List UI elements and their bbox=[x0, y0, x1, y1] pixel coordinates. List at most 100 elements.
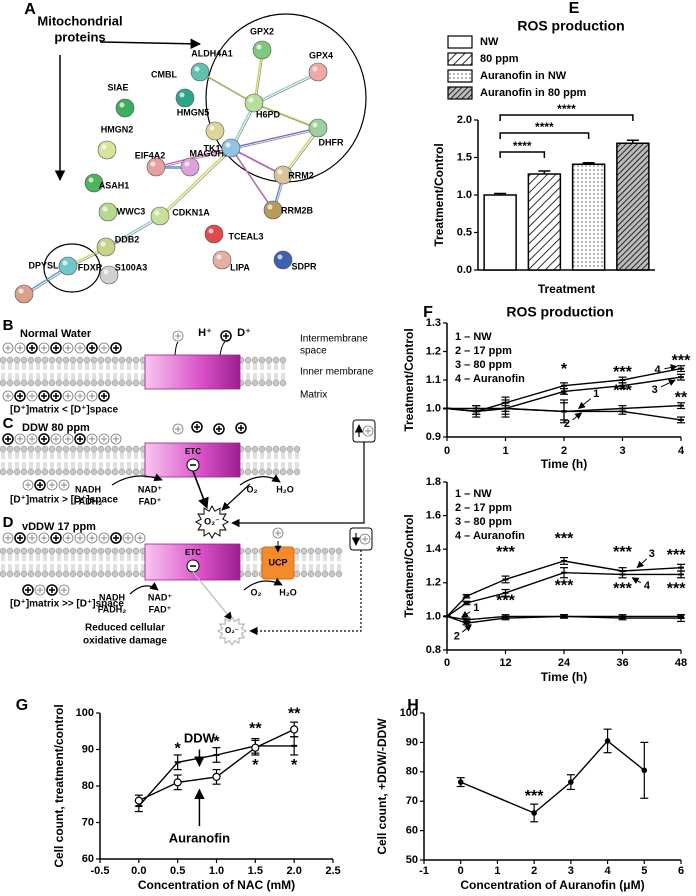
lipid-head bbox=[328, 570, 336, 578]
node-label: DPYSL4 bbox=[28, 260, 63, 270]
label: H₂O bbox=[276, 484, 294, 494]
node-highlight bbox=[208, 228, 214, 234]
network-node bbox=[115, 98, 135, 118]
lipid-head bbox=[48, 570, 56, 578]
lipid-head bbox=[62, 468, 70, 476]
x-axis-label: Time (h) bbox=[541, 457, 587, 471]
x-tick-label: 0.5 bbox=[170, 865, 185, 877]
lipid-head bbox=[132, 547, 140, 555]
lipid-head bbox=[76, 445, 84, 453]
node-highlight bbox=[102, 206, 108, 212]
network-edge bbox=[255, 104, 320, 130]
lipid-head bbox=[97, 547, 105, 555]
lipid-head bbox=[48, 547, 56, 555]
significance-label: *** bbox=[613, 544, 632, 561]
label: FADH₂ bbox=[98, 604, 127, 614]
arrow bbox=[664, 364, 678, 371]
y-tick-label: 0.8 bbox=[426, 644, 441, 656]
lipid-head bbox=[251, 445, 259, 453]
series-number: 1 bbox=[473, 602, 479, 614]
arrow bbox=[99, 38, 202, 50]
x-tick-label: 24 bbox=[558, 657, 571, 669]
arrow bbox=[221, 483, 251, 511]
lipid-head bbox=[20, 547, 28, 555]
lipid-head bbox=[6, 570, 14, 578]
label: DDW 80 ppm bbox=[22, 422, 90, 434]
lipid-head bbox=[258, 356, 266, 364]
lipid-head bbox=[27, 570, 35, 578]
label: Intermembrane bbox=[300, 334, 368, 345]
lipid-head bbox=[272, 445, 280, 453]
y-tick-label: 0.5 bbox=[457, 226, 472, 238]
lipid-head bbox=[34, 547, 42, 555]
x-tick-label: 0 bbox=[444, 657, 450, 669]
x-tick-label: 12 bbox=[499, 657, 511, 669]
node-label: SDPR bbox=[291, 261, 317, 271]
lipid-head bbox=[69, 356, 77, 364]
y-tick-label: 1.8 bbox=[426, 476, 441, 488]
x-tick-label: 2 bbox=[531, 865, 537, 877]
lipid-head bbox=[83, 445, 91, 453]
lipid-head bbox=[258, 379, 266, 387]
network-edge bbox=[232, 129, 320, 150]
y-axis-label: Treatment/Control bbox=[432, 143, 446, 246]
significance-label: **** bbox=[557, 102, 576, 116]
legend-label: 1 – NW bbox=[455, 488, 492, 500]
lipid-head bbox=[111, 445, 119, 453]
y-axis-label: Treatment/Control bbox=[402, 328, 416, 431]
node-highlight bbox=[312, 66, 318, 72]
lipid-head bbox=[279, 445, 287, 453]
node-label: CMBL bbox=[151, 69, 177, 79]
lipid-head bbox=[104, 379, 112, 387]
label: O₂⁻ bbox=[204, 516, 220, 526]
lipid-head bbox=[293, 570, 301, 578]
lipid-head bbox=[132, 356, 140, 364]
arrow bbox=[231, 442, 365, 528]
label: [D⁺]matrix < [D⁺]space bbox=[10, 405, 119, 416]
marker bbox=[290, 725, 299, 734]
node-highlight bbox=[225, 142, 231, 148]
arrow bbox=[192, 571, 233, 621]
node-highlight bbox=[101, 144, 107, 150]
node-label: RRM2 bbox=[288, 170, 314, 180]
label: NAD⁺ bbox=[148, 592, 172, 602]
significance-label: * bbox=[291, 757, 298, 774]
network-edge bbox=[255, 73, 320, 105]
y-tick-label: 1.6 bbox=[426, 510, 441, 522]
lipid-head bbox=[41, 468, 49, 476]
label: Matrix bbox=[300, 390, 327, 401]
y-tick-label: 1.4 bbox=[426, 543, 442, 555]
lipid-head bbox=[314, 570, 322, 578]
lipid-head bbox=[6, 445, 14, 453]
node-label: HMGN5 bbox=[177, 107, 210, 117]
label: UCP bbox=[268, 557, 287, 567]
node-highlight bbox=[194, 66, 200, 72]
lipid-head bbox=[111, 468, 119, 476]
lipid-head bbox=[55, 547, 63, 555]
lipid-head bbox=[104, 468, 112, 476]
node-label: GPX2 bbox=[250, 26, 274, 36]
series-number: 3 bbox=[652, 384, 658, 396]
lipid-head bbox=[62, 445, 70, 453]
x-tick-label: 1 bbox=[494, 865, 500, 877]
x-axis-label: Time (h) bbox=[541, 670, 587, 684]
label: Reduced cellular bbox=[85, 623, 165, 634]
lipid-head bbox=[27, 379, 35, 387]
network-node bbox=[212, 250, 232, 270]
node-label: CDKN1A bbox=[172, 207, 210, 217]
significance-label: *** bbox=[525, 788, 544, 805]
lipid-head bbox=[335, 547, 343, 555]
lipid-head bbox=[55, 379, 63, 387]
lipid-head bbox=[265, 445, 273, 453]
arrow bbox=[572, 412, 583, 421]
y-tick-label: 1.2 bbox=[426, 345, 441, 357]
marker bbox=[568, 779, 574, 785]
x-tick-label: 1.5 bbox=[248, 865, 263, 877]
label: Normal Water bbox=[20, 328, 92, 340]
series-number: 2 bbox=[564, 418, 570, 430]
lipid-head bbox=[13, 547, 21, 555]
lipid-head bbox=[34, 445, 42, 453]
lipid-head bbox=[48, 468, 56, 476]
lipid-head bbox=[125, 379, 133, 387]
network-node bbox=[263, 200, 283, 220]
